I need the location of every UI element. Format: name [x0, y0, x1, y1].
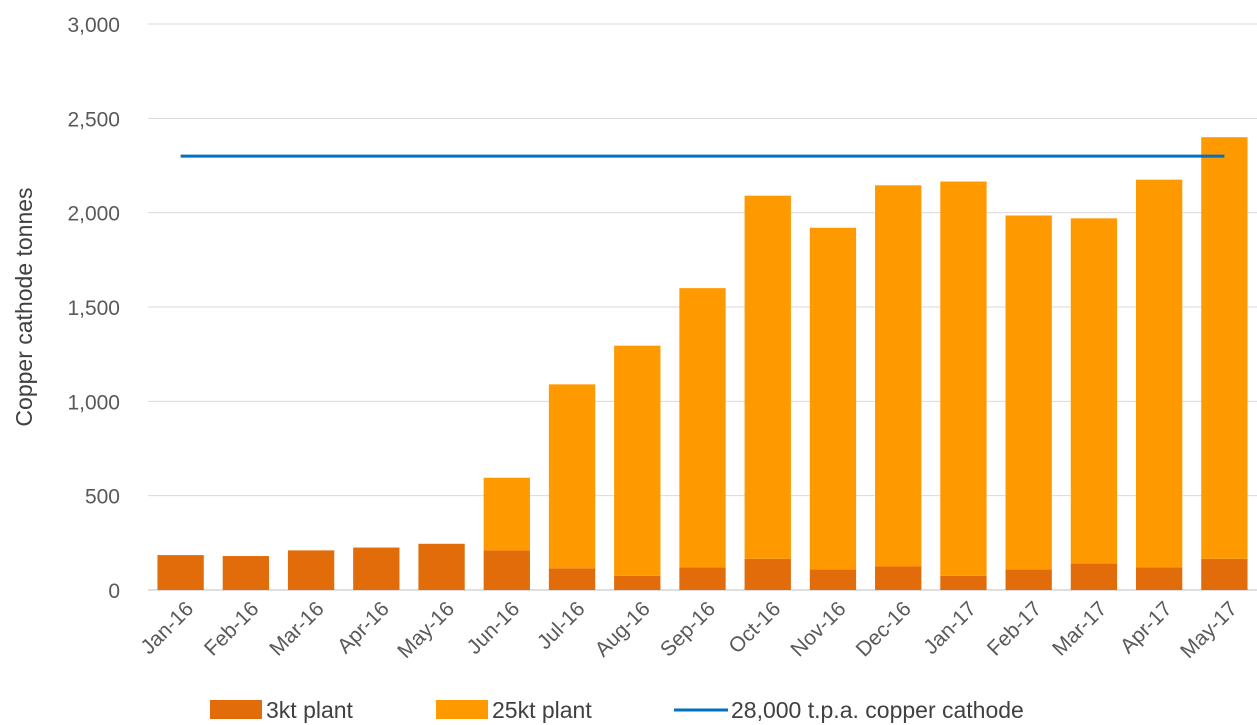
bar-25kt — [744, 195, 791, 559]
bar-3kt — [940, 575, 987, 590]
legend-swatch — [436, 700, 488, 719]
x-tick-label: May-17 — [1176, 597, 1242, 663]
bar-3kt — [1005, 569, 1052, 590]
bar-25kt — [679, 288, 726, 568]
x-tick-label: Apr-16 — [333, 597, 394, 658]
y-tick-label: 2,000 — [67, 203, 120, 226]
bar-3kt — [744, 558, 791, 590]
bar-3kt — [614, 575, 661, 590]
bar-3kt — [679, 567, 726, 590]
x-tick-label: Jul-16 — [533, 597, 590, 654]
bar-3kt — [809, 569, 857, 590]
x-tick-label: Dec-16 — [852, 597, 916, 661]
bar-3kt — [1201, 558, 1248, 590]
y-axis-ticks: 0 500 1,000 1,500 2,000 2,500 3,000 — [67, 14, 120, 603]
x-tick-label: Sep-16 — [656, 597, 720, 661]
bar-25kt — [940, 181, 987, 576]
y-axis-label: Copper cathode tonnes — [11, 187, 37, 426]
bar-3kt — [287, 550, 335, 590]
bars — [157, 137, 1248, 590]
bar-3kt — [1135, 567, 1183, 590]
bar-25kt — [1135, 179, 1183, 568]
bar-25kt — [1201, 137, 1248, 559]
x-tick-label: Jan-16 — [136, 597, 198, 659]
x-tick-label: Nov-16 — [786, 597, 850, 661]
y-tick-label: 3,000 — [67, 14, 120, 37]
y-tick-label: 500 — [85, 486, 120, 509]
bar-25kt — [483, 477, 530, 551]
bar-25kt — [548, 384, 596, 569]
bar-3kt — [483, 550, 530, 590]
legend: 3kt plant 25kt plant 28,000 t.p.a. copper … — [210, 697, 1024, 723]
x-tick-label: May-16 — [393, 597, 459, 663]
legend-label: 28,000 t.p.a. copper cathode — [731, 697, 1024, 723]
bar-3kt — [418, 543, 465, 590]
x-axis-ticks: Jan-16 Feb-16 Mar-16 Apr-16 May-16 Jun-16 Jul-… — [136, 597, 1241, 663]
x-tick-label: Aug-16 — [591, 597, 655, 661]
y-tick-label: 2,500 — [67, 108, 120, 131]
x-tick-label: Feb-16 — [200, 597, 263, 660]
bar-3kt — [157, 555, 204, 590]
bar-3kt — [548, 568, 596, 590]
x-tick-label: Mar-16 — [265, 597, 328, 660]
legend-label: 3kt plant — [266, 697, 354, 723]
bar-25kt — [1070, 218, 1118, 564]
legend-label: 25kt plant — [492, 697, 592, 723]
y-tick-label: 0 — [108, 580, 120, 603]
bar-3kt — [875, 566, 922, 590]
x-tick-label: Jan-17 — [919, 597, 981, 659]
bar-25kt — [1005, 215, 1052, 570]
x-tick-label: Oct-16 — [724, 597, 785, 658]
y-tick-label: 1,000 — [67, 391, 120, 414]
x-tick-label: Apr-17 — [1116, 597, 1177, 658]
bar-3kt — [222, 556, 270, 590]
x-tick-label: Feb-17 — [983, 597, 1046, 660]
x-tick-label: Mar-17 — [1048, 597, 1111, 660]
bar-25kt — [875, 185, 922, 567]
x-tick-label: Jun-16 — [463, 597, 525, 659]
legend-swatch — [210, 700, 262, 719]
bar-25kt — [809, 227, 857, 570]
y-tick-label: 1,500 — [67, 297, 120, 320]
bar-25kt — [614, 345, 661, 576]
bar-3kt — [1070, 563, 1118, 590]
bar-3kt — [353, 547, 400, 590]
